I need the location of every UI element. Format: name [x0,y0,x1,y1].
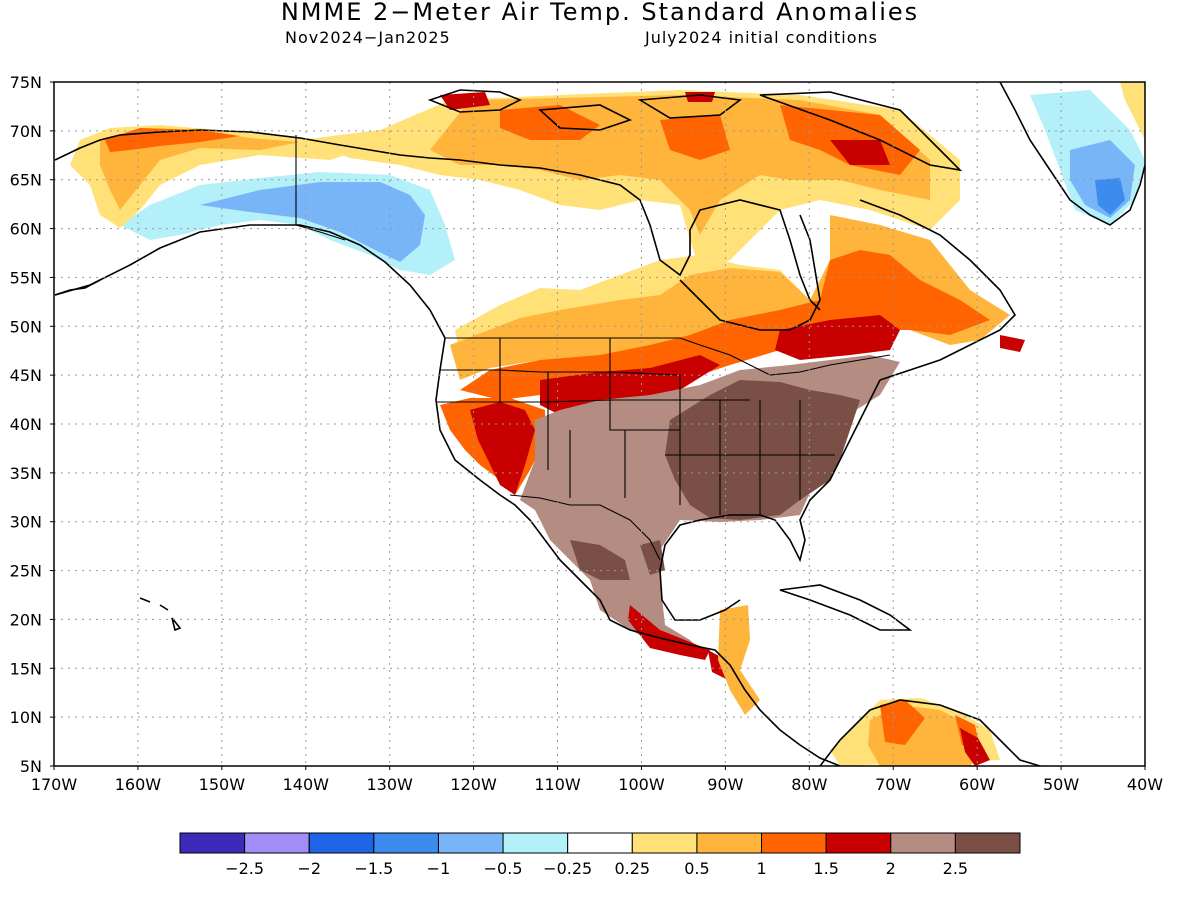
southeast-us-strong-anomaly [665,380,860,520]
mexico-strong-anomaly [570,540,665,580]
north-coast [54,129,821,311]
greenland-cold-anomaly-strong [1095,178,1125,215]
longitude-label: 50W [1043,775,1079,794]
labrador-coast [859,199,1017,381]
colorbar-swatch [631,832,698,854]
longitude-label: 110W [534,775,581,794]
colorbar-swatch [890,832,956,854]
colorbar-swatch [244,832,310,854]
arctic-warm-anomaly-peak [440,92,890,165]
latitude-label: 55N [10,268,42,287]
colorbar-swatch [761,832,827,854]
east-coast [659,379,881,621]
latitude-label: 40N [10,415,42,434]
latitude-label: 35N [10,464,42,483]
latitude-label: 10N [10,708,42,727]
longitude-label: 40W [1127,775,1163,794]
latitude-label: 30N [10,513,42,532]
coastlines [54,82,1145,766]
axis-labels: 75N 70N 65N 60N 55N 50N 45N 40N 35N 30N 25N 20N 15N 1… [10,73,1164,794]
nevada-warm-anomaly-peak [470,402,535,495]
colorbar-label: −2.5 [225,859,264,878]
alaska-cold-anomaly-mid [200,182,425,262]
colorbar-label: −1 [427,859,451,878]
colorbar-legend: −2.5 −2 −1.5 −1 −0.5 −0.25 0.25 0.5 1 1.5 2 2.5 [179,832,1021,878]
initial-conditions-label: July2024 initial conditions [645,28,878,47]
greenland-warm-anomaly [1120,82,1145,140]
greenland-coast [999,82,1145,226]
longitude-label: 150W [199,775,246,794]
longitude-label: 70W [875,775,911,794]
arctic-islands [427,89,963,172]
longitude-label: 160W [115,775,162,794]
longitude-label: 120W [450,775,497,794]
north-america-coastline [54,224,841,766]
longitude-label: 90W [707,775,743,794]
south-america-warm-anomaly-high [880,700,980,748]
east-canada-warm-anomaly-high [460,250,990,400]
great-lakes-warm-anomaly-peak [540,315,1025,415]
hawaii-coast [139,597,182,632]
latitude-label: 5N [20,757,42,776]
colorbar-swatch [179,832,246,854]
hudson-bay-coast [679,214,821,331]
colorbar-swatch [502,832,569,854]
colorbar-label: −1.5 [354,859,393,878]
political-borders [295,135,891,561]
colorbar-label: 1 [756,859,766,878]
colorbar-label: −2 [297,859,321,878]
colorbar-label: 0.5 [684,859,709,878]
aleutians [54,279,101,296]
cuba-coast [779,584,913,631]
latitude-label: 25N [10,562,42,581]
south-america-coast [819,699,1041,766]
latitude-label: 50N [10,317,42,336]
longitude-label: 80W [791,775,827,794]
colorbar-label: 0.25 [614,859,650,878]
season-label: Nov2024−Jan2025 [285,28,451,47]
latitude-label: 45N [10,366,42,385]
longitude-label: 130W [367,775,414,794]
alaska-warm-anomaly-mid [100,128,300,210]
colorbar-swatch [567,832,633,854]
latitude-label: 65N [10,171,42,190]
colorbar-swatch [954,832,1021,854]
longitude-label: 140W [283,775,330,794]
latitude-label: 70N [10,122,42,141]
colorbar-swatch [373,832,439,854]
longitude-label: 100W [618,775,665,794]
colorbar-swatch [696,832,763,854]
colorbar-label: 1.5 [813,859,838,878]
colorbar-label: −0.25 [543,859,592,878]
central-america-yellow-anomaly [718,605,760,715]
colorbar-label: 2 [886,859,896,878]
longitude-label: 60W [959,775,995,794]
latitude-label: 75N [10,73,42,92]
colorbar-swatch [825,832,892,854]
colorbar-swatch [308,832,375,854]
colorbar-label: 2.5 [943,859,968,878]
latitude-label: 15N [10,659,42,678]
venezuela-warm-anomaly-peak [960,728,990,766]
us-canada-border [445,337,891,376]
us-mexico-border [509,494,661,561]
us-state-grid [436,338,835,515]
latitude-label: 60N [10,220,42,239]
colorbar-swatch [437,832,504,854]
map-title: NMME 2−Meter Air Temp. Standard Anomalie… [280,0,920,26]
canada-arctic-warm-anomaly-high [500,105,920,175]
colorbar-label: −0.5 [484,859,523,878]
longitude-label: 170W [31,775,78,794]
latitude-label: 20N [10,610,42,629]
